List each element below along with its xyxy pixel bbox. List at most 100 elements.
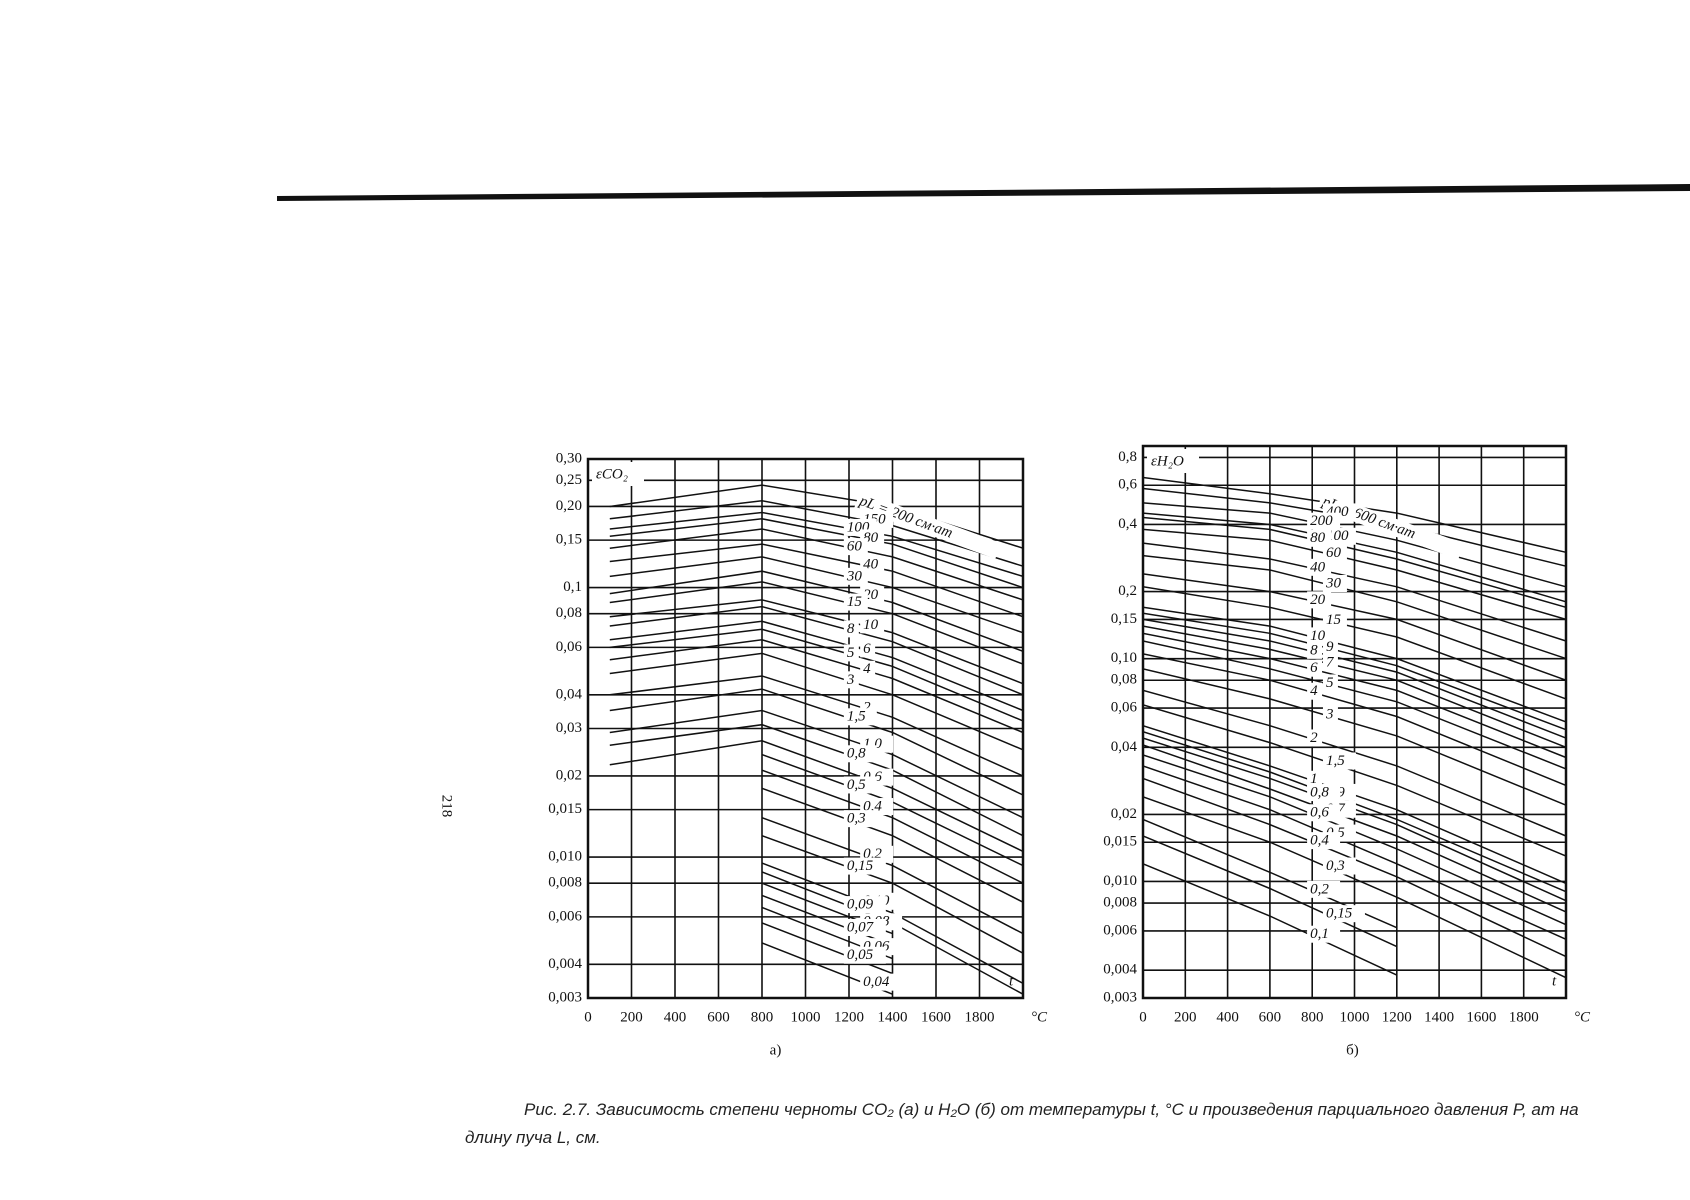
curve <box>609 740 1024 853</box>
curve-label-group: 10 <box>860 616 885 634</box>
label-bg <box>1322 752 1356 770</box>
curve-label-group: 0,4 <box>1307 832 1341 850</box>
curve <box>1142 754 1567 926</box>
label-bg <box>1147 449 1199 473</box>
y-tick-label: 0,08 <box>556 605 582 621</box>
label-bg <box>592 462 644 486</box>
curve-label-group: 4 <box>860 660 876 678</box>
curve-label-group: 30 <box>843 567 868 585</box>
curve-label-group: 8 <box>1307 641 1323 659</box>
x-tick-label: 1000 <box>1340 1009 1370 1025</box>
label-bg <box>1322 611 1347 629</box>
label-bg <box>843 745 877 763</box>
y-tick-label: 0,02 <box>556 767 582 783</box>
panel-label: б) <box>1346 1042 1359 1058</box>
label-bg <box>860 616 885 634</box>
curve-label: 15 <box>1326 612 1342 628</box>
x-tick-label: 1800 <box>1509 1009 1539 1025</box>
x-axis-label: °C <box>1574 1009 1591 1025</box>
curve-label-group: 0,1 <box>1307 925 1341 943</box>
label-bg <box>1307 770 1323 788</box>
y-tick-label: 0,008 <box>548 875 582 891</box>
curve-label: 10 <box>863 617 879 633</box>
label-bg <box>860 640 876 658</box>
curve-label: 1,5 <box>847 709 866 725</box>
curve <box>609 556 1024 634</box>
y-tick-label: 0,015 <box>548 801 582 817</box>
label-bg <box>843 593 868 611</box>
curve <box>609 605 1024 696</box>
x-tick-label: 200 <box>1174 1009 1197 1025</box>
curve-label: 0,07 <box>847 919 875 935</box>
y-tick-label: 0,06 <box>1111 700 1138 716</box>
x-tick-label: 1400 <box>878 1009 908 1025</box>
curve <box>1142 689 1567 837</box>
y-tick-label: 0,03 <box>556 720 582 736</box>
label-bg <box>843 644 859 662</box>
label-bg <box>854 491 1002 559</box>
x-tick-label: 0 <box>1139 1009 1147 1025</box>
label-bg <box>843 857 886 875</box>
curve-label-group: 60 <box>1322 544 1347 562</box>
annotation: t <box>1009 973 1014 989</box>
x-tick-label: 1200 <box>1382 1009 1412 1025</box>
label-bg <box>843 708 877 726</box>
curve-label-group: 60 <box>843 538 868 556</box>
y-tick-label: 0,003 <box>548 989 582 1005</box>
curve-label: 0,4 <box>1310 833 1329 849</box>
curve-label: 30 <box>846 568 863 584</box>
x-tick-label: 1800 <box>965 1009 995 1025</box>
label-bg <box>843 620 859 638</box>
label-bg <box>1307 880 1341 898</box>
curve-label-group: 0,09 <box>843 896 886 914</box>
curve-label: 0,3 <box>847 811 866 827</box>
label-bg <box>1322 706 1338 724</box>
label-bg <box>843 896 886 914</box>
curve <box>761 922 893 975</box>
y-tick-label: 0,010 <box>548 849 582 865</box>
curve <box>761 787 1024 903</box>
curve-label-group: 4 <box>1307 682 1323 700</box>
curve-label-group: 0,8 <box>1307 784 1341 802</box>
curve-label-group: 0,3 <box>1322 857 1356 875</box>
label-bg <box>1322 638 1338 656</box>
y-tick-label: 0,004 <box>1103 962 1137 978</box>
label-bg <box>1307 804 1341 822</box>
y-tick-label: 0,010 <box>1103 873 1137 889</box>
label-bg <box>843 671 859 689</box>
curve-label: 0,5 <box>847 777 866 793</box>
curve-label: 1 <box>1310 771 1318 787</box>
curve-label-group: 0,8 <box>843 745 877 763</box>
label-bg <box>1322 654 1338 672</box>
curve <box>609 499 1024 567</box>
y-tick-label: 0,8 <box>1118 449 1137 465</box>
curve-label-group: 0,6 <box>1307 804 1341 822</box>
label-bg <box>1307 529 1332 547</box>
y-tick-label: 0,25 <box>556 472 582 488</box>
curve <box>1142 777 1567 958</box>
curve-label-group: 0,15 <box>1322 905 1365 923</box>
curve-label-group: 0,07 <box>843 918 886 936</box>
curve-label-group: 1,5 <box>1322 752 1356 770</box>
label-bg <box>843 810 877 828</box>
rule-line <box>277 184 1690 201</box>
y-tick-label: 0,003 <box>1103 989 1137 1005</box>
curve-label: 5 <box>1326 675 1334 691</box>
curve-label-group: 2 <box>1307 729 1323 747</box>
curve-label-group: 3 <box>843 671 859 689</box>
curve <box>761 816 1024 935</box>
curve-label-group: 7 <box>1322 654 1338 672</box>
curve-label-group: 20 <box>1307 591 1332 609</box>
curve <box>609 639 1024 734</box>
x-tick-label: 400 <box>1216 1009 1239 1025</box>
curve <box>761 834 1024 954</box>
curve-label-group: 15 <box>1322 611 1347 629</box>
x-tick-label: 1000 <box>791 1009 821 1025</box>
label-bg <box>1307 558 1332 576</box>
curve-label-group: 15 <box>843 593 868 611</box>
curve-label-group: 80 <box>1307 529 1332 547</box>
curve-label-group: 40 <box>1307 558 1332 576</box>
curve-label: 0,8 <box>847 746 866 762</box>
label-bg <box>1307 925 1341 943</box>
label-bg <box>1307 659 1323 677</box>
